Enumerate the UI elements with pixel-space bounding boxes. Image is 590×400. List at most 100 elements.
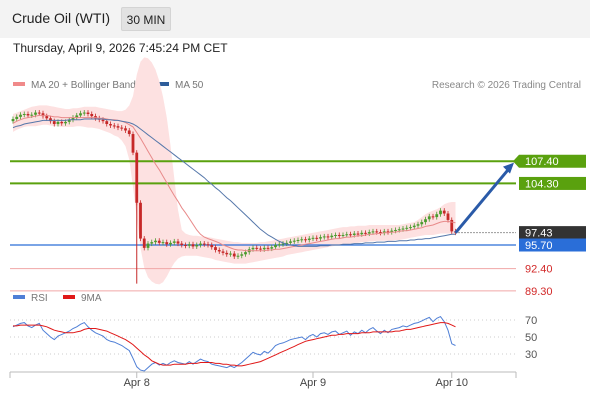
- candle-body: [431, 216, 435, 218]
- candle-body: [225, 252, 229, 255]
- level-label-92-40: 92.40: [525, 264, 553, 276]
- candle-body: [394, 229, 397, 231]
- legend-ma20-bb: MA 20 + Bollinger Bands: [13, 80, 141, 92]
- candle-body: [52, 121, 56, 125]
- candle-body: [37, 112, 41, 114]
- legend-9ma: 9MA: [63, 293, 102, 305]
- candle-body: [270, 247, 274, 249]
- level-label-89-30: 89.30: [525, 286, 553, 298]
- candle-body: [127, 130, 131, 135]
- candle-body: [146, 243, 150, 248]
- candle-body: [292, 240, 296, 242]
- candle-body: [210, 245, 214, 248]
- candle-body: [262, 247, 266, 250]
- candle-body: [172, 241, 176, 243]
- level-label-97-43-bg: [519, 226, 586, 240]
- candle-body: [236, 255, 240, 257]
- candle-body: [367, 232, 371, 234]
- rsi-line: [12, 315, 456, 372]
- forecast-arrow-line: [454, 167, 511, 234]
- candle-body: [259, 248, 262, 250]
- candle-body: [124, 128, 127, 131]
- candle-body: [255, 247, 259, 249]
- candle-body: [356, 233, 360, 235]
- candle-body: [240, 254, 244, 256]
- candle-body: [206, 244, 210, 246]
- candle-body: [184, 245, 187, 246]
- ma50-line: [12, 118, 456, 247]
- candle-body: [221, 251, 225, 253]
- candle-body: [202, 243, 206, 245]
- candle-body: [450, 219, 454, 232]
- candle-body: [296, 239, 300, 241]
- level-label-notch: [513, 154, 519, 168]
- candle-body: [71, 117, 75, 120]
- candle-body: [352, 233, 356, 235]
- candle-body: [161, 242, 165, 244]
- candle-body: [176, 241, 180, 244]
- candle-body: [416, 224, 420, 226]
- candle-body: [199, 243, 202, 245]
- candle-body: [341, 234, 345, 236]
- candle-body: [64, 121, 67, 124]
- candle-body: [439, 210, 442, 215]
- candle-body: [169, 242, 172, 245]
- candle-body: [187, 244, 191, 246]
- candle-body: [397, 229, 401, 231]
- ma20-line: [12, 114, 456, 252]
- candle-body: [49, 118, 52, 122]
- candle-body: [214, 247, 217, 251]
- candle-body: [251, 247, 255, 250]
- bollinger-band-area: [13, 57, 456, 285]
- candle-body: [101, 119, 105, 122]
- header-bar: Crude Oil (WTI) 30 MIN: [0, 0, 590, 38]
- candle-body: [446, 213, 450, 220]
- legend-label-ma20: MA 20 + Bollinger Bands: [31, 80, 141, 91]
- candle-body: [360, 232, 364, 235]
- candle-body: [15, 116, 19, 120]
- forecast-arrow-head: [503, 162, 514, 174]
- candle-body: [67, 119, 71, 122]
- candle-body: [300, 239, 304, 241]
- candle-body: [281, 243, 285, 245]
- candle-body: [86, 112, 90, 114]
- candle-body: [180, 243, 184, 245]
- candle-body: [112, 125, 116, 127]
- candle-body: [307, 238, 311, 240]
- candle-body: [424, 219, 427, 223]
- candle-body: [379, 232, 382, 234]
- legend-swatch-ma50: [157, 82, 169, 87]
- candle-body: [382, 231, 386, 233]
- candle-body: [315, 237, 319, 239]
- candle-body: [311, 237, 315, 239]
- candle-body: [390, 230, 394, 233]
- level-label-104-30-bg: [519, 176, 586, 190]
- candle-body: [412, 225, 416, 228]
- candle-body: [322, 236, 326, 238]
- candle-body: [41, 113, 45, 117]
- candle-body: [334, 234, 337, 236]
- level-label-107-40-bg: [519, 154, 586, 168]
- candle-body: [19, 114, 22, 117]
- candle-body: [405, 227, 409, 229]
- candle-body: [82, 112, 86, 114]
- candle-body: [165, 242, 169, 245]
- candle-body: [105, 121, 109, 125]
- rsi-ma-line: [13, 322, 456, 367]
- candle-body: [349, 234, 352, 236]
- candle-body: [150, 242, 154, 244]
- timeframe-button[interactable]: 30 MIN: [121, 7, 171, 31]
- candle-body: [277, 244, 281, 246]
- candle-body: [420, 222, 424, 225]
- candle-body: [157, 240, 161, 243]
- candle-body: [364, 232, 367, 234]
- rsi-tick-label: 70: [525, 315, 537, 327]
- legend-rsi: RSI: [13, 293, 48, 305]
- candle-body: [409, 227, 412, 229]
- rsi-tick-label: 50: [525, 332, 537, 344]
- candle-body: [75, 115, 79, 118]
- research-credit: Research © 2026 Trading Central: [431, 80, 581, 91]
- candle-body: [435, 214, 439, 218]
- candle-body: [285, 242, 289, 244]
